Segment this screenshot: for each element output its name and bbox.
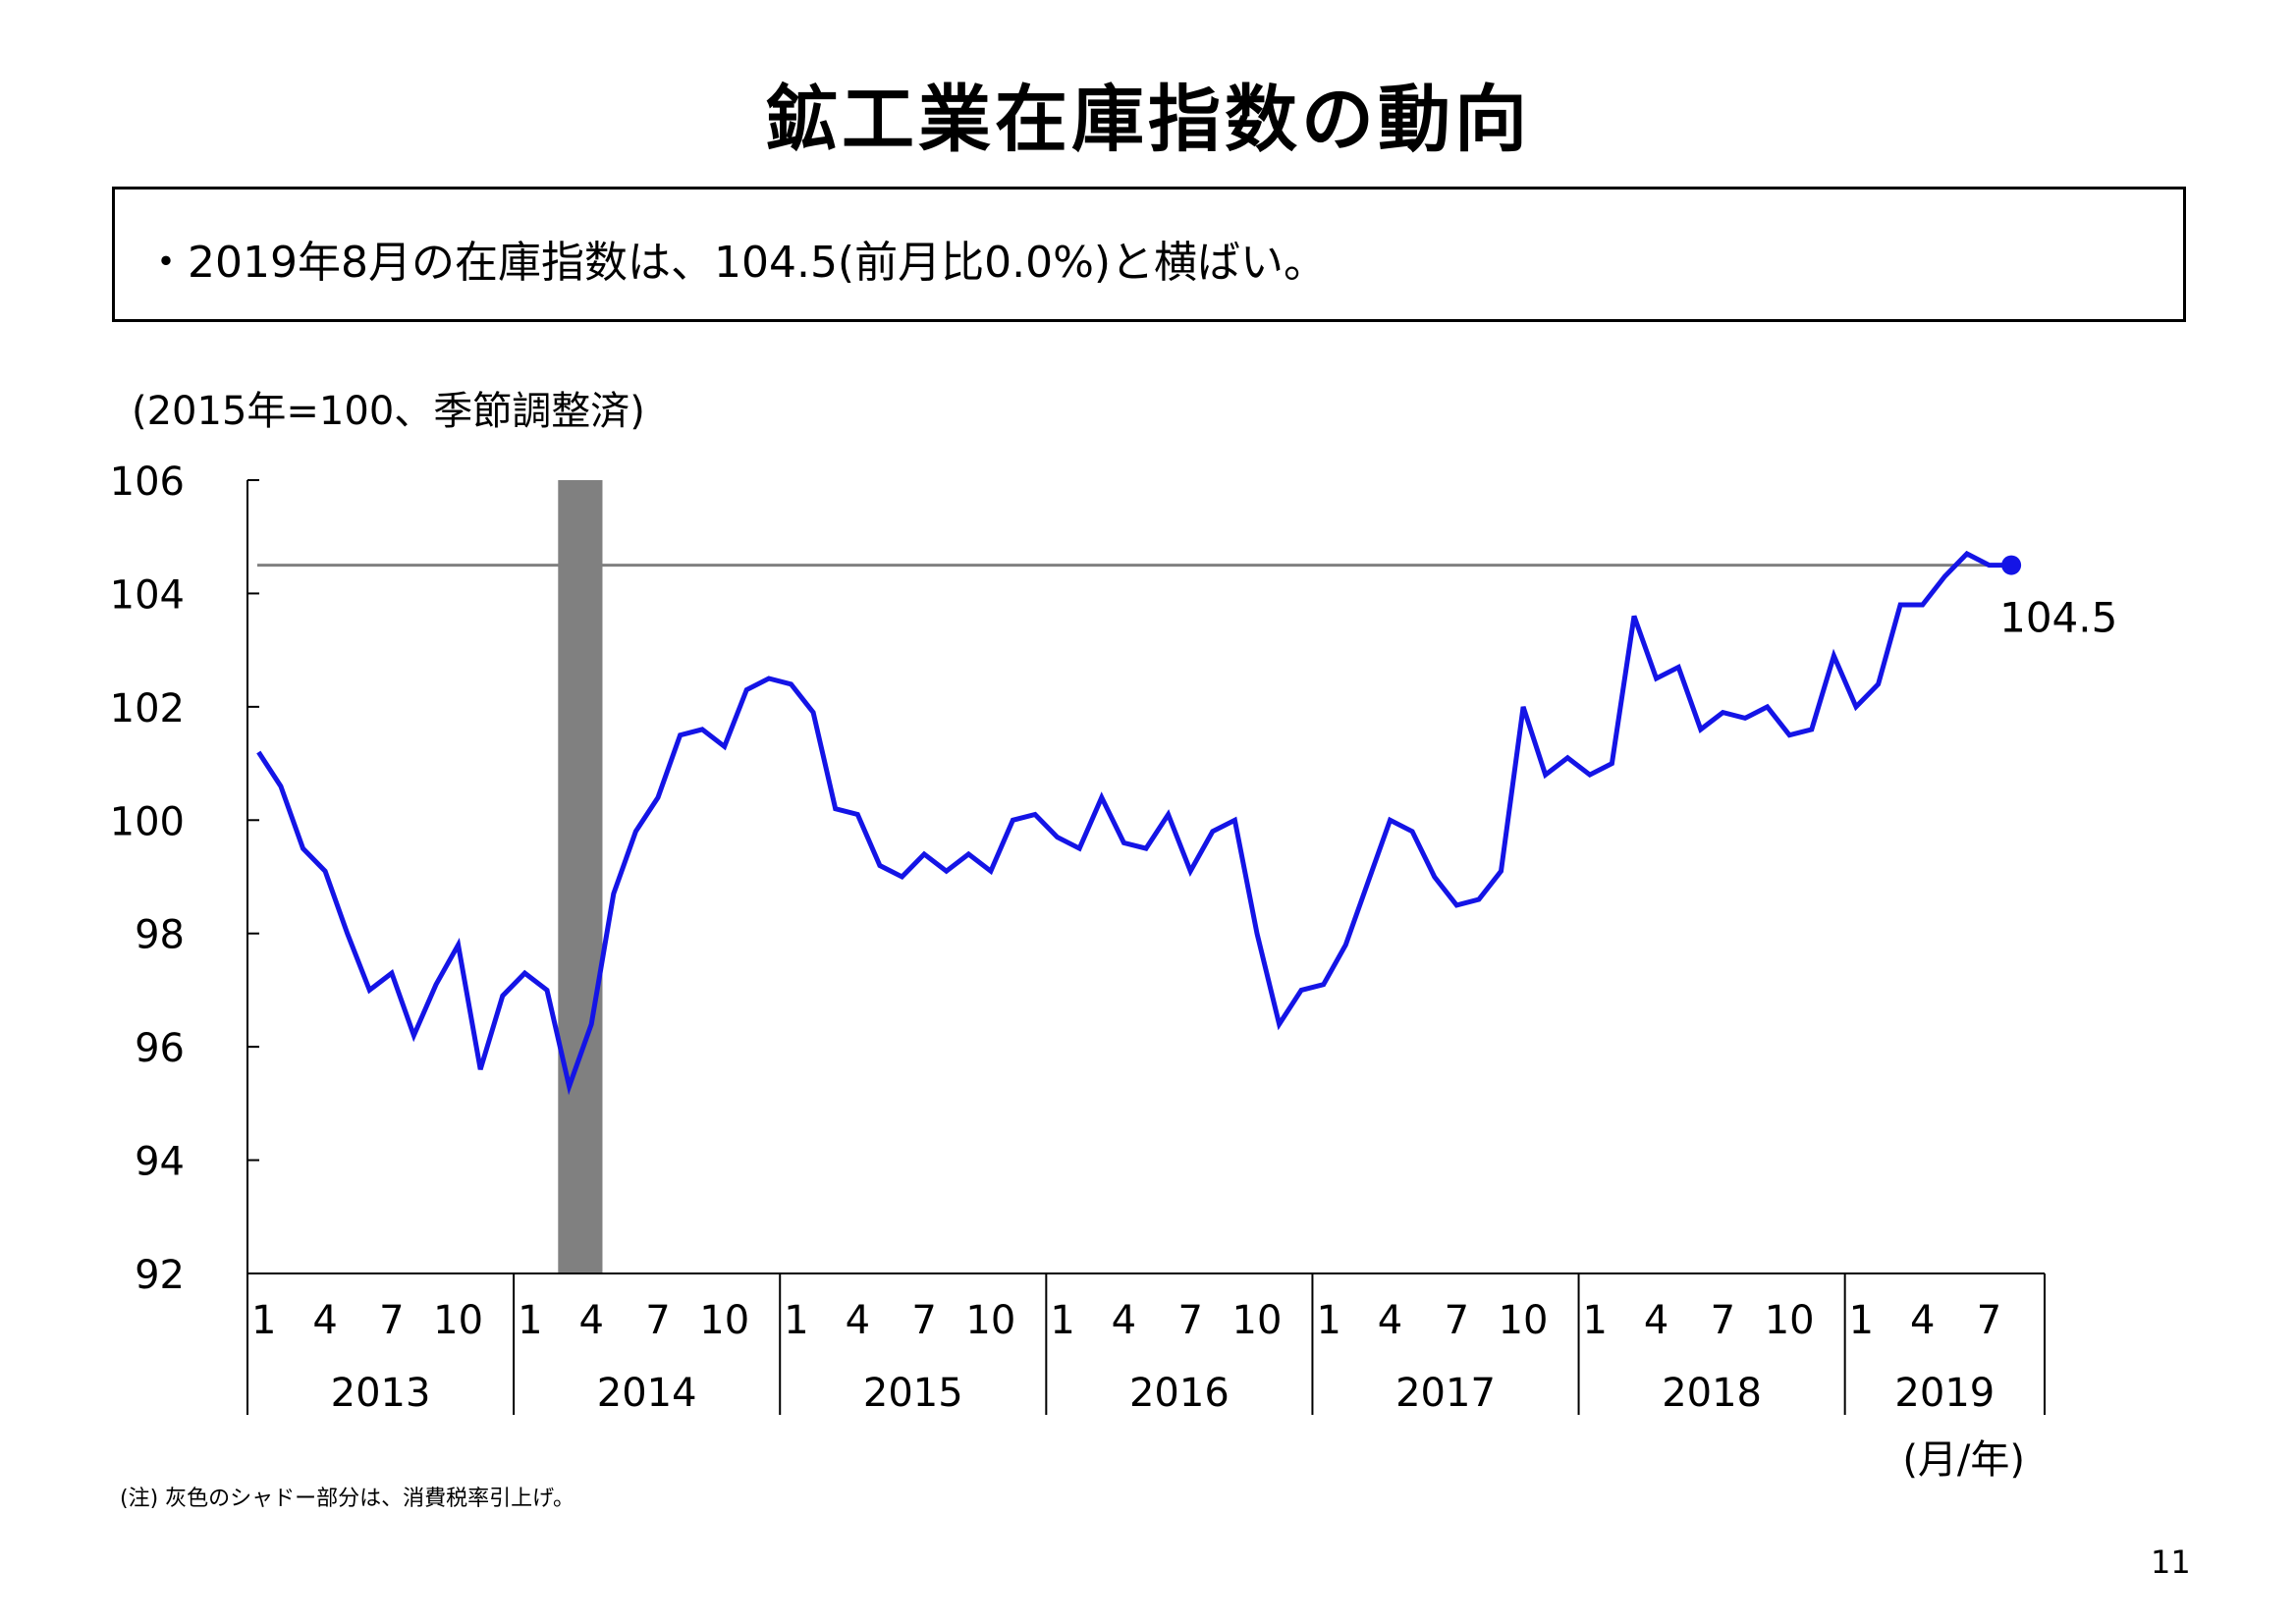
month-tick-label: 7 bbox=[645, 1298, 670, 1343]
year-label: 2015 bbox=[863, 1371, 963, 1416]
year-label: 2019 bbox=[1894, 1371, 1995, 1416]
month-tick-label: 4 bbox=[846, 1298, 870, 1343]
month-tick-label: 1 bbox=[1050, 1298, 1074, 1343]
summary-text: ・2019年8月の在庫指数は、104.5(前月比0.0%)と横ばい。 bbox=[144, 238, 1328, 288]
shade-layer bbox=[558, 480, 603, 1273]
y-tick-label: 104 bbox=[110, 572, 185, 618]
month-tick-label: 4 bbox=[1378, 1298, 1402, 1343]
x-axis-unit-label: (月/年) bbox=[1902, 1437, 2025, 1483]
year-label: 2018 bbox=[1662, 1371, 1762, 1416]
month-tick-label: 4 bbox=[312, 1298, 337, 1343]
year-label: 2014 bbox=[597, 1371, 697, 1416]
month-tick-label: 10 bbox=[965, 1298, 1015, 1343]
month-tick-label: 7 bbox=[1445, 1298, 1469, 1343]
inventory-index-line bbox=[256, 550, 2012, 1096]
y-tick-label: 102 bbox=[110, 686, 185, 731]
month-tick-label: 1 bbox=[1316, 1298, 1340, 1343]
unit-note: (2015年=100、季節調整済) bbox=[132, 389, 645, 434]
month-tick-label: 4 bbox=[578, 1298, 603, 1343]
month-tick-label: 1 bbox=[251, 1298, 276, 1343]
last-point-label: 104.5 bbox=[1999, 594, 2117, 642]
series-layer bbox=[256, 550, 2022, 1096]
last-point-marker bbox=[2001, 555, 2022, 575]
month-tick-label: 1 bbox=[1583, 1298, 1608, 1343]
y-tick-label: 98 bbox=[135, 913, 185, 958]
y-tick-label: 94 bbox=[135, 1140, 185, 1185]
y-tick-label: 96 bbox=[135, 1026, 185, 1071]
month-tick-label: 7 bbox=[379, 1298, 404, 1343]
y-tick-label: 106 bbox=[110, 460, 185, 505]
month-tick-label: 10 bbox=[699, 1298, 749, 1343]
month-tick-label: 10 bbox=[1499, 1298, 1549, 1343]
summary-box: ・2019年8月の在庫指数は、104.5(前月比0.0%)と横ばい。 bbox=[112, 187, 2186, 322]
month-tick-label: 7 bbox=[911, 1298, 936, 1343]
month-tick-label: 1 bbox=[784, 1298, 808, 1343]
month-tick-label: 4 bbox=[1910, 1298, 1935, 1343]
tax-hike-shade bbox=[558, 480, 603, 1273]
month-tick-label: 1 bbox=[518, 1298, 542, 1343]
month-tick-label: 7 bbox=[1711, 1298, 1735, 1343]
month-tick-label: 1 bbox=[1849, 1298, 1874, 1343]
month-tick-label: 4 bbox=[1644, 1298, 1668, 1343]
label-layer: 104.5 bbox=[1999, 594, 2117, 642]
year-label: 2017 bbox=[1395, 1371, 1496, 1416]
y-tick-label: 100 bbox=[110, 799, 185, 844]
page-number: 11 bbox=[2151, 1543, 2191, 1581]
month-tick-label: 7 bbox=[1177, 1298, 1202, 1343]
year-label: 2013 bbox=[331, 1371, 431, 1416]
month-tick-label: 10 bbox=[433, 1298, 483, 1343]
month-tick-label: 10 bbox=[1765, 1298, 1815, 1343]
year-label: 2016 bbox=[1129, 1371, 1230, 1416]
month-tick-label: 4 bbox=[1112, 1298, 1136, 1343]
page-title: 鉱工業在庫指数の動向 bbox=[765, 78, 1531, 162]
y-tick-label: 92 bbox=[135, 1253, 185, 1298]
month-tick-label: 7 bbox=[1977, 1298, 2001, 1343]
footnote: (注) 灰色のシャドー部分は、消費税率引上げ。 bbox=[120, 1487, 575, 1511]
month-tick-label: 10 bbox=[1232, 1298, 1283, 1343]
